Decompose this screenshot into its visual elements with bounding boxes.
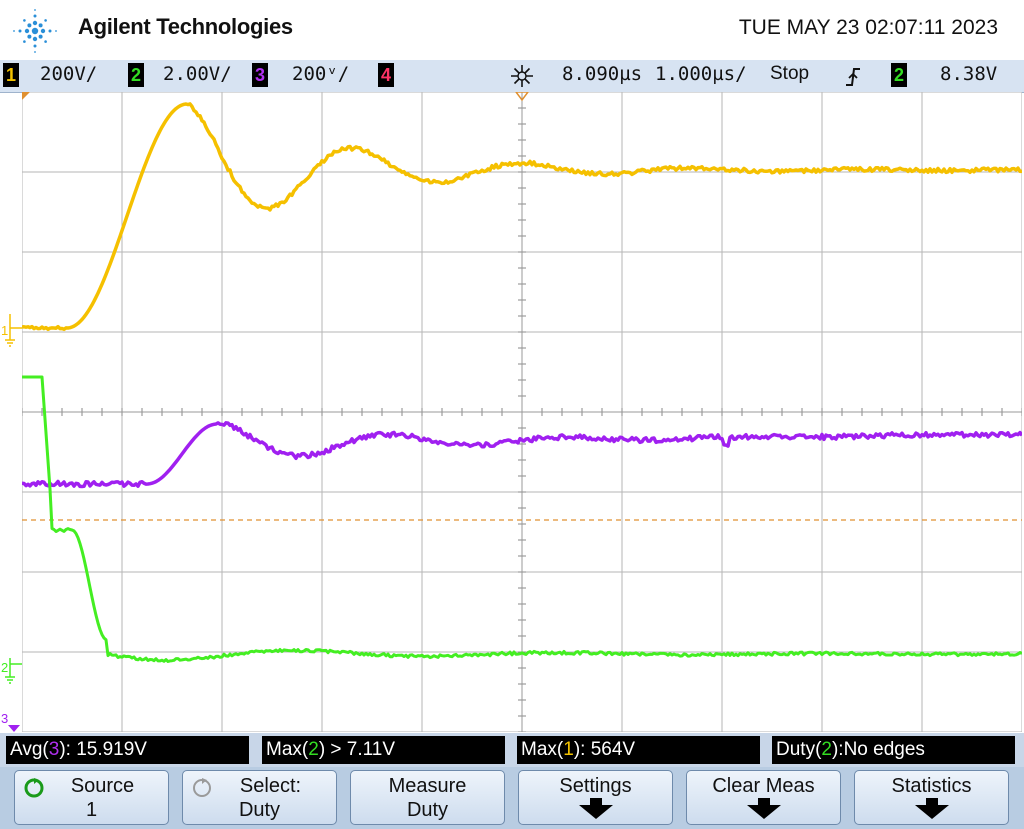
channel-3-scale[interactable]: 200ᵛ/ (292, 63, 349, 85)
trigger-source-badge[interactable]: 2 (891, 63, 907, 87)
channel-2-badge[interactable]: 2 (128, 63, 144, 87)
channel-1-ground-marker[interactable]: 1 (1, 314, 22, 346)
channel-marker-strip: 1 2 3 (0, 92, 22, 733)
softkey-bar: Source 1 Select: Duty Measure Duty Setti… (0, 767, 1024, 829)
timebase-value[interactable]: 1.000µs/ (655, 63, 747, 85)
clear-meas-softkey[interactable]: Clear Meas (686, 770, 841, 825)
channel-3-marker-label: 3 (1, 711, 8, 726)
trigger-level-value[interactable]: 8.38V (940, 63, 997, 85)
measure-duty-softkey[interactable]: Measure Duty (350, 770, 505, 825)
select-softkey-label: Select: (183, 774, 336, 798)
settings-softkey-label: Settings (519, 774, 672, 798)
measurement-max-ch1[interactable]: Max(1): 564V (517, 736, 760, 764)
graticule-grid (22, 92, 1022, 732)
measurement-duty-ch2[interactable]: Duty(2):No edges (772, 736, 1015, 764)
waveform-display[interactable] (22, 92, 1022, 732)
statistics-softkey-label: Statistics (855, 774, 1008, 798)
source-softkey-value: 1 (15, 798, 168, 822)
channel-1-scale[interactable]: 200V/ (40, 63, 97, 85)
measurement-max-ch2[interactable]: Max(2) > 7.11V (262, 736, 505, 764)
measurement-avg-ch3[interactable]: Avg(3): 15.919V (6, 736, 249, 764)
trigger-delay-icon (509, 63, 535, 89)
select-softkey-value: Duty (183, 798, 336, 822)
date-time: TUE MAY 23 02:07:11 2023 (739, 16, 998, 40)
trigger-delay-value[interactable]: 8.090µs (562, 63, 642, 85)
channel-2-ground-marker[interactable]: 2 (1, 658, 22, 683)
channel-2-scale[interactable]: 2.00V/ (163, 63, 232, 85)
select-softkey[interactable]: Select: Duty (182, 770, 337, 825)
channel-3-badge[interactable]: 3 (252, 63, 268, 87)
measure-softkey-label: Measure (351, 774, 504, 798)
settings-softkey[interactable]: Settings (518, 770, 673, 825)
run-state: Stop (770, 63, 809, 85)
clear-meas-softkey-label: Clear Meas (687, 774, 840, 798)
source-softkey-label: Source (15, 774, 168, 798)
waveform-graticule (22, 92, 1022, 732)
channel-1-marker-label: 1 (1, 323, 8, 338)
trigger-edge-icon (844, 65, 862, 89)
scope-status-bar: 1 200V/ 2 2.00V/ 3 200ᵛ/ 4 8.090µs 1.000… (0, 60, 1024, 93)
delay-marker-left (22, 92, 30, 100)
measure-softkey-value: Duty (351, 798, 504, 822)
channel-4-badge[interactable]: 4 (378, 63, 394, 87)
header-bar: Agilent Technologies TUE MAY 23 02:07:11… (0, 0, 1024, 60)
channel-2-marker-label: 2 (1, 660, 8, 675)
measurement-row: Avg(3): 15.919V Max(2) > 7.11V Max(1): 5… (0, 733, 1024, 767)
channel-1-badge[interactable]: 1 (3, 63, 19, 87)
brand-name: Agilent Technologies (78, 14, 293, 40)
channel-3-ground-marker[interactable]: 3 (1, 711, 20, 732)
source-softkey[interactable]: Source 1 (14, 770, 169, 825)
agilent-spark-logo-icon (10, 6, 60, 56)
statistics-softkey[interactable]: Statistics (854, 770, 1009, 825)
